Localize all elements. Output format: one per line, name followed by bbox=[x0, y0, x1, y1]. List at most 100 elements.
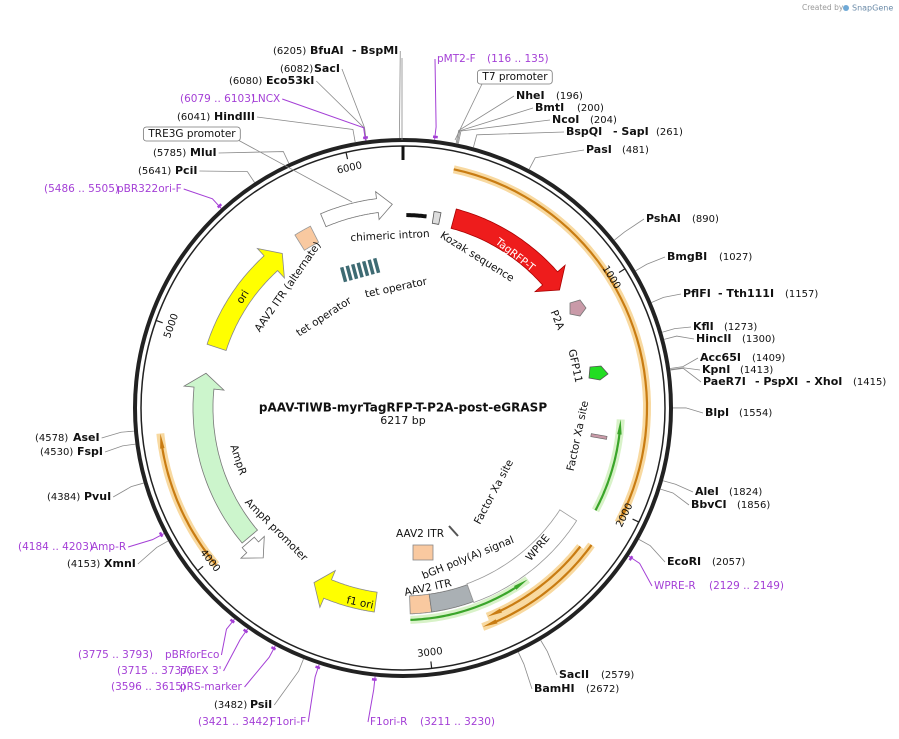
leader-line bbox=[456, 107, 534, 144]
feature-label: TRE3G promoter bbox=[147, 128, 236, 140]
site-name: - Tth111I bbox=[718, 287, 774, 300]
primer-mark bbox=[216, 203, 223, 209]
site-position: (481) bbox=[622, 145, 649, 156]
primer-mark bbox=[270, 646, 277, 651]
site-position: (1856) bbox=[737, 500, 770, 511]
feature-tet-operator bbox=[356, 262, 364, 278]
feature-glow bbox=[452, 165, 651, 525]
primer-range: (3596 .. 3615) bbox=[111, 681, 186, 693]
site-name: BspQI bbox=[566, 125, 602, 138]
leader-line bbox=[282, 98, 366, 141]
leader-line bbox=[457, 119, 551, 144]
feature-box bbox=[477, 69, 553, 85]
primer-name: F1ori-R bbox=[370, 716, 407, 728]
primer-range: (2129 .. 2149) bbox=[709, 580, 784, 592]
site-position: (1157) bbox=[785, 289, 818, 300]
leader-line bbox=[367, 676, 376, 723]
feature-arc bbox=[594, 419, 622, 511]
feature-glow bbox=[485, 544, 584, 621]
feature-label: P2A bbox=[548, 308, 567, 332]
feature-tet-operator bbox=[345, 265, 353, 281]
primer-range: (3715 .. 3737) bbox=[117, 665, 192, 677]
watermark-label: Created by bbox=[802, 3, 844, 12]
tick-label: 3000 bbox=[417, 646, 444, 660]
site-name: FspI bbox=[77, 445, 103, 458]
feature-xa bbox=[590, 433, 608, 440]
site-name: PasI bbox=[586, 143, 612, 156]
feature-ampr bbox=[182, 372, 259, 544]
leader-line bbox=[199, 170, 255, 183]
leader-line bbox=[528, 149, 585, 170]
site-name: KflI bbox=[693, 320, 714, 333]
site-name: PciI bbox=[175, 164, 197, 177]
feature-gfp11 bbox=[588, 365, 609, 381]
tick-label: 6000 bbox=[336, 160, 363, 176]
primer-range: (6079 .. 6103) bbox=[180, 93, 255, 105]
site-position: (1027) bbox=[719, 252, 752, 263]
site-name: PshAI bbox=[646, 212, 681, 225]
tick-mark bbox=[632, 518, 640, 523]
site-position: (1554) bbox=[739, 408, 772, 419]
leader-line bbox=[670, 367, 702, 383]
site-name: - PspXI bbox=[755, 375, 798, 388]
leader-line bbox=[517, 651, 533, 690]
primer-name: WPRE-R bbox=[654, 580, 696, 592]
feature-bgh bbox=[428, 584, 475, 613]
feature-label: AAV2 ITR bbox=[396, 528, 444, 540]
site-position: (1273) bbox=[724, 322, 757, 333]
site-position: (6080) bbox=[229, 76, 262, 87]
site-name: BmgBI bbox=[667, 250, 707, 263]
site-name: BmtI bbox=[535, 101, 564, 114]
site-position: (4578) bbox=[35, 433, 68, 444]
logo bbox=[843, 5, 849, 11]
site-name: SacI bbox=[314, 62, 340, 75]
feature-ori bbox=[206, 247, 285, 352]
leader-line bbox=[628, 555, 653, 587]
site-position: (5785) bbox=[153, 148, 186, 159]
leader-line bbox=[220, 618, 235, 656]
leader-line bbox=[635, 256, 666, 272]
site-name: AseI bbox=[73, 431, 100, 444]
feature-label: Factor Xa site bbox=[565, 400, 592, 472]
leader-line bbox=[455, 95, 515, 144]
feature-tet-operator bbox=[372, 257, 381, 274]
feature-glow bbox=[592, 419, 625, 513]
site-position: (200) bbox=[577, 103, 604, 114]
site-position: (4153) bbox=[67, 559, 100, 570]
site-name: EcoRI bbox=[667, 555, 701, 568]
site-name: MluI bbox=[190, 146, 217, 159]
leader-line bbox=[128, 533, 165, 548]
feature-wpre bbox=[466, 509, 578, 604]
leader-line bbox=[662, 326, 692, 333]
site-name: AleI bbox=[695, 485, 719, 498]
site-name: Acc65I bbox=[700, 351, 741, 364]
primer-name: pGEX 3' bbox=[180, 665, 222, 677]
leader-line bbox=[660, 488, 690, 506]
primer-mark bbox=[371, 678, 377, 681]
primer-mark bbox=[363, 136, 368, 140]
leader-line bbox=[670, 367, 701, 371]
tick-label: 1000 bbox=[600, 264, 623, 291]
leader-line bbox=[223, 628, 249, 672]
primer-range: (3211 .. 3230) bbox=[420, 716, 495, 728]
site-position: (261) bbox=[656, 127, 683, 138]
site-position: (196) bbox=[556, 91, 583, 102]
feature-tet-operator bbox=[367, 259, 375, 275]
site-name: KpnI bbox=[702, 363, 730, 376]
primer-name: pBRforEco bbox=[165, 649, 219, 661]
primer-name: pMT2-F bbox=[437, 53, 476, 65]
tick-mark bbox=[197, 565, 204, 572]
primer-mark bbox=[229, 618, 235, 624]
site-name: HincII bbox=[696, 332, 732, 345]
leader-line bbox=[218, 151, 290, 164]
feature-f1-ori bbox=[313, 569, 378, 613]
leader-line bbox=[183, 188, 222, 209]
site-name: Eco53kI bbox=[266, 74, 314, 87]
feature-label: f1 ori bbox=[345, 594, 374, 611]
feature-tet-operator bbox=[361, 260, 370, 277]
feature-label: tet operator bbox=[294, 294, 354, 339]
feature-label: Factor Xa site bbox=[472, 458, 516, 527]
site-position: (2579) bbox=[601, 670, 634, 681]
